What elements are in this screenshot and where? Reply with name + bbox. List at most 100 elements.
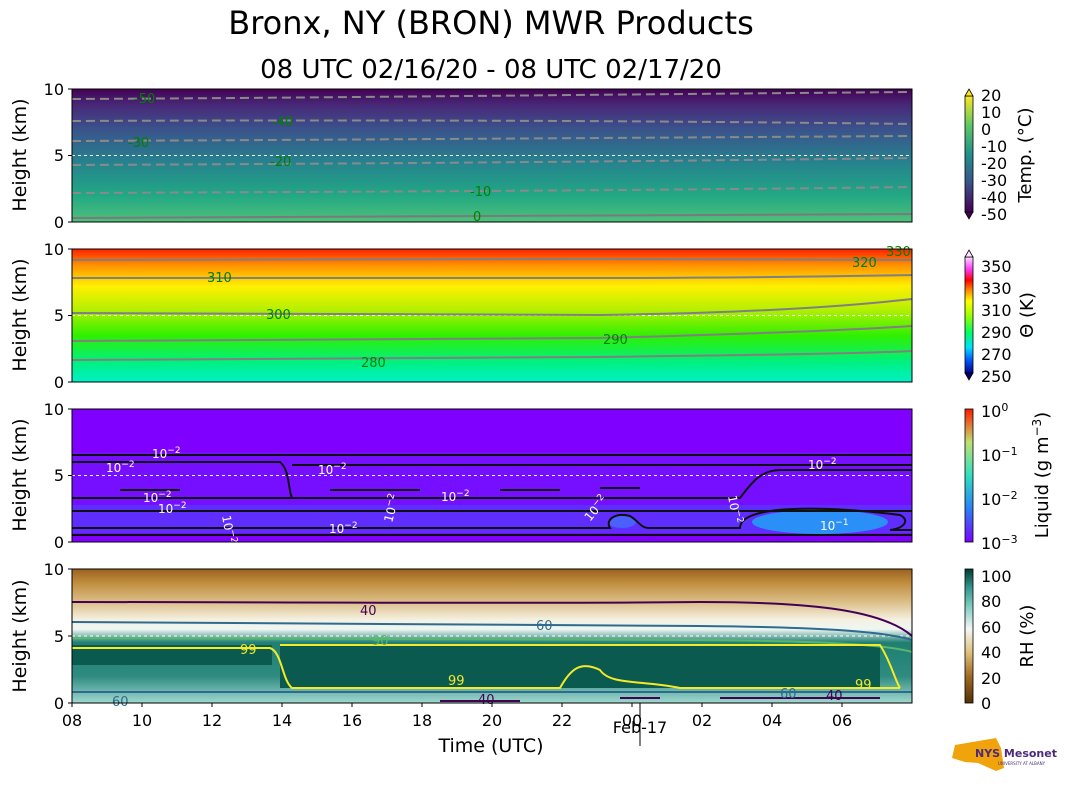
colorbar-tick-label: 0	[981, 694, 991, 713]
y-axis: 0 5 10 Height (km)	[9, 400, 72, 552]
ny-state-shape	[952, 738, 1004, 771]
x-tick-label: 08	[62, 711, 82, 730]
colorbar-tick-label: 270	[981, 345, 1012, 364]
rh-contour-99	[280, 644, 901, 689]
x-tick-label: 14	[272, 711, 292, 730]
x-tick-label: 20	[482, 711, 502, 730]
x-axis-label: Time (UTC)	[437, 735, 543, 757]
y-tick-label: 5	[54, 306, 64, 325]
contour-label: 90	[372, 634, 389, 649]
x-tick-label: 10	[132, 711, 152, 730]
liquid-contour	[292, 469, 912, 499]
contour-label: -20	[270, 155, 291, 170]
colorbar-tick-label: 10−1	[981, 445, 1018, 466]
contour-280	[71, 350, 913, 361]
liquid-contour	[72, 461, 294, 499]
contour-label: 99	[240, 643, 257, 658]
y-tick-label: 0	[54, 373, 64, 392]
colorbar-label: Temp. (°C)	[1015, 107, 1036, 203]
colorbar-tick-label: -50	[981, 205, 1007, 224]
contour-290	[71, 325, 913, 342]
liquid-field-blob	[608, 516, 636, 528]
rh-contour-labels: 40 60 90 99 99 99 40 40 60 60	[112, 604, 872, 710]
rh-contour-99	[72, 647, 900, 689]
liquid-field-blob	[752, 510, 888, 534]
contour-300	[71, 298, 913, 317]
contour-label: 0	[473, 210, 481, 225]
rh-contour-90	[71, 637, 913, 653]
colorbar-theta: 350 330 310 290 270 250 Θ (K)	[964, 249, 1038, 386]
contour-label: 60	[536, 619, 553, 634]
contour-label: 99	[448, 674, 465, 689]
y-axis: 0 5 10 Height (km)	[9, 80, 72, 232]
contour-label: -10	[470, 185, 491, 200]
contour-minus20	[71, 157, 913, 166]
panel-liquid: 10−2 10−2 10−2 10−2 10−2 10−2 10−2 10−2 …	[9, 400, 1053, 553]
colorbar-tick-label: 100	[981, 567, 1012, 586]
y-tick-label: 10	[44, 240, 64, 259]
contour-310	[71, 274, 913, 280]
y-axis-label: Height (km)	[9, 98, 31, 211]
contour-minus30	[71, 135, 913, 142]
liquid-contour	[72, 507, 912, 531]
x-axis: 08 10 12 14 16 18 20 22 00 02 04 06	[62, 703, 852, 730]
liquid-contours	[72, 454, 912, 536]
rh-contours	[71, 600, 913, 702]
y-axis: 0 5 10 Height (km)	[9, 240, 72, 392]
contour-label: 40	[826, 689, 843, 704]
chart-subtitle: 08 UTC 02/16/20 - 08 UTC 02/17/20	[260, 55, 722, 85]
y-axis-label: Height (km)	[9, 258, 31, 371]
colorbar-rh: 100 80 60 40 20 0 RH (%)	[964, 567, 1038, 713]
panel-temperature: -50 -40 -30 -20 -10 0 0 5 10 Height (km)…	[9, 80, 1036, 232]
logo-text: NYS Mesonet	[975, 747, 1057, 760]
x-tick-label: 18	[412, 711, 432, 730]
colorbar-tick-label: -20	[981, 154, 1007, 173]
x-tick-label: 00	[622, 711, 642, 730]
nys-mesonet-logo: NYS Mesonet UNIVERSITY AT ALBANY	[952, 738, 1057, 771]
contour-label: 99	[855, 678, 872, 693]
chart-title: Bronx, NY (BRON) MWR Products	[228, 4, 754, 42]
y-tick-label: 5	[54, 466, 64, 485]
contour-minus50	[71, 91, 913, 100]
x-tick-label: 06	[832, 711, 852, 730]
colorbar-tick-label: 10−2	[981, 489, 1018, 510]
colorbar-liquid: 100 10−1 10−2 10−3 Liquid (g m−3)	[964, 401, 1053, 553]
y-tick-label: 5	[54, 627, 64, 646]
temperature-contour-labels: -50 -40 -30 -20 -10 0	[128, 92, 491, 225]
theta-contours	[71, 257, 913, 361]
contour-label: 290	[603, 333, 628, 348]
contour-label: 320	[852, 256, 877, 271]
panel-theta: 280 290 300 310 320 330 0 5 10 Height (k…	[9, 240, 1038, 392]
x-tick-label: 22	[552, 711, 572, 730]
colorbar-temperature: 20 10 0 -10 -20 -30 -40 -50 Temp. (°C)	[964, 86, 1036, 224]
contour-label: 280	[361, 356, 386, 371]
rh-saturated-region	[72, 645, 272, 665]
contour-label: -50	[134, 92, 155, 107]
colorbar-tick-label: 40	[981, 643, 1001, 662]
colorbar-tick-label: 60	[981, 618, 1001, 637]
y-tick-label: 10	[44, 560, 64, 579]
y-tick-label: 10	[44, 400, 64, 419]
y-tick-label: 0	[54, 213, 64, 232]
contour-label: 310	[207, 271, 232, 286]
colorbar-label: RH (%)	[1017, 605, 1038, 668]
colorbar-tick-label: 100	[981, 401, 1008, 422]
colorbar-tick-label: -30	[981, 171, 1007, 190]
contour-label: 300	[266, 308, 291, 323]
x-tick-label: 12	[202, 711, 222, 730]
contour-label: -40	[272, 115, 293, 130]
contour-label: 40	[478, 693, 495, 708]
contour-label: -30	[128, 136, 149, 151]
colorbar-label: Liquid (g m−3)	[1030, 412, 1053, 538]
colorbar-tick-label: 20	[981, 669, 1001, 688]
x-tick-label: 16	[342, 711, 362, 730]
rh-contour-40	[71, 600, 913, 637]
rh-contour-60	[71, 621, 913, 641]
contour-320	[71, 257, 913, 261]
rh-contour-40-lower	[440, 697, 880, 702]
y-tick-label: 0	[54, 694, 64, 713]
colorbar-tick-label: 0	[981, 120, 991, 139]
panel-rh: 40 60 90 99 99 99 40 40 60 60 0 5 10 Hei…	[9, 560, 1038, 757]
contour-label: 330	[886, 245, 911, 260]
